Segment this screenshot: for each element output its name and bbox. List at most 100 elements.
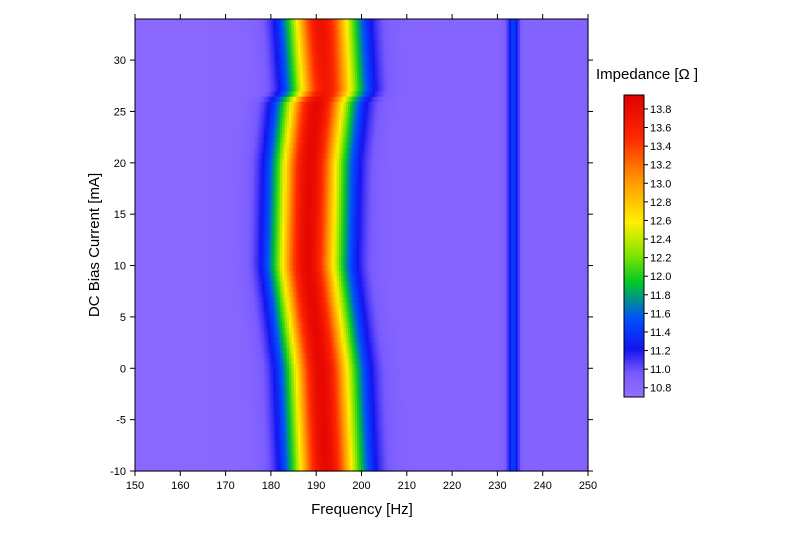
heatmap-cell <box>284 460 288 467</box>
heatmap-cell <box>443 460 446 467</box>
heatmap-cell <box>506 414 510 421</box>
heatmap-cell <box>574 358 578 364</box>
heatmap-cell <box>395 368 399 375</box>
heatmap-cell <box>501 399 505 405</box>
heatmap-cell <box>184 388 188 395</box>
heatmap-cell <box>137 388 141 395</box>
heatmap-cell <box>323 404 326 410</box>
heatmap-cell <box>216 393 220 400</box>
heatmap-cell <box>406 368 410 375</box>
heatmap-cell <box>388 388 392 395</box>
heatmap-cell <box>388 342 392 349</box>
heatmap-cell <box>429 358 433 364</box>
heatmap-cell <box>454 368 458 375</box>
heatmap-cell <box>400 342 403 349</box>
heatmap-cell <box>440 460 444 467</box>
heatmap-cell <box>361 368 365 375</box>
heatmap-cell <box>164 445 168 452</box>
heatmap-cell <box>316 393 320 400</box>
heatmap-cell <box>522 347 526 354</box>
heatmap-cell <box>479 429 483 436</box>
heatmap-cell <box>370 419 374 426</box>
heatmap-cell <box>402 388 406 395</box>
heatmap-cell <box>370 404 374 410</box>
heatmap-cell <box>144 435 147 441</box>
heatmap-cell <box>318 388 322 395</box>
heatmap-cell <box>178 352 181 359</box>
heatmap-cell <box>472 440 476 446</box>
heatmap-cell <box>162 347 166 354</box>
heatmap-cell <box>447 373 451 380</box>
heatmap-cell <box>313 435 317 441</box>
heatmap-cell <box>159 419 163 426</box>
heatmap-cell <box>506 460 510 467</box>
heatmap-cell <box>526 429 530 436</box>
heatmap-cell <box>193 414 197 421</box>
heatmap-cell <box>581 429 585 436</box>
heatmap-cell <box>449 393 453 400</box>
heatmap-cell <box>277 450 281 457</box>
heatmap-cell <box>558 450 562 457</box>
heatmap-cell <box>318 450 322 457</box>
heatmap-cell <box>316 352 320 359</box>
heatmap-cell <box>533 419 537 426</box>
heatmap-cell <box>139 363 143 369</box>
heatmap-cell <box>268 424 272 431</box>
heatmap-cell <box>166 460 170 467</box>
heatmap-cell <box>289 342 292 349</box>
heatmap-cell <box>218 460 222 467</box>
heatmap-cell <box>433 363 437 369</box>
heatmap-cell <box>300 352 304 359</box>
heatmap-cell <box>341 373 344 380</box>
heatmap-cell <box>264 399 267 405</box>
heatmap-cell <box>304 460 308 467</box>
heatmap-cell <box>393 465 397 472</box>
heatmap-cell <box>218 363 222 369</box>
heatmap-cell <box>556 342 560 349</box>
heatmap-cell <box>438 368 442 375</box>
heatmap-cell <box>332 399 335 405</box>
heatmap-cell <box>465 440 469 446</box>
heatmap-cell <box>551 419 555 426</box>
heatmap-cell <box>544 409 548 416</box>
heatmap-cell <box>531 414 535 421</box>
heatmap-cell <box>409 393 412 400</box>
heatmap-cell <box>361 414 365 421</box>
heatmap-cell <box>284 445 288 452</box>
heatmap-cell <box>298 424 301 431</box>
heatmap-cell <box>583 419 587 426</box>
heatmap-cell <box>456 445 460 452</box>
heatmap-cell <box>261 409 265 416</box>
heatmap-cell <box>338 429 342 436</box>
heatmap-cell <box>243 429 247 436</box>
heatmap-cell <box>492 393 496 400</box>
heatmap-cell <box>250 342 254 349</box>
heatmap-cell <box>255 342 258 349</box>
heatmap-cell <box>230 460 233 467</box>
heatmap-cell <box>250 358 254 364</box>
heatmap-cell <box>164 368 168 375</box>
heatmap-cell <box>202 440 206 446</box>
heatmap-cell <box>214 419 218 426</box>
heatmap-cell <box>304 440 308 446</box>
heatmap-cell <box>363 429 367 436</box>
heatmap-cell <box>393 358 397 364</box>
heatmap-cell <box>411 460 415 467</box>
heatmap-cell <box>547 455 551 462</box>
heatmap-cell <box>492 404 496 410</box>
heatmap-cell <box>268 440 272 446</box>
heatmap-cell <box>225 363 229 369</box>
heatmap-cell <box>334 388 338 395</box>
heatmap-cell <box>162 399 166 405</box>
heatmap-cell <box>232 347 236 354</box>
heatmap-cell <box>470 435 474 441</box>
heatmap-cell <box>404 445 408 452</box>
heatmap-cell <box>316 342 320 349</box>
heatmap-cell <box>150 460 154 467</box>
heatmap-cell <box>341 342 344 349</box>
heatmap-cell <box>162 465 166 472</box>
heatmap-cell <box>250 352 254 359</box>
heatmap-cell <box>375 455 378 462</box>
heatmap-cell <box>497 465 501 472</box>
heatmap-cell <box>162 373 166 380</box>
